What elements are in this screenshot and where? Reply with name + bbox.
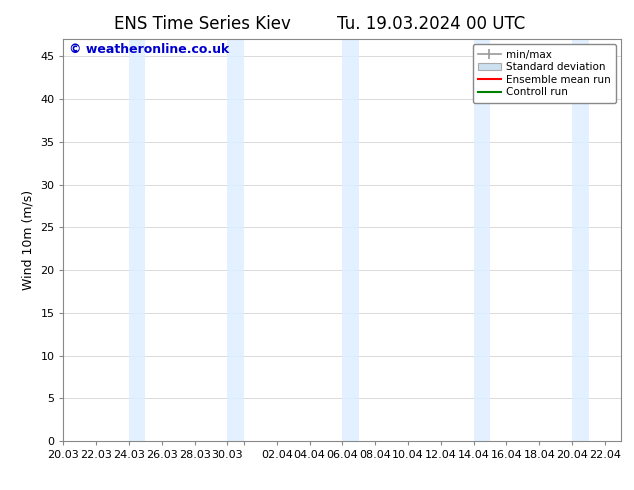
Bar [228,39,244,441]
Bar [342,39,359,441]
Legend: min/max, Standard deviation, Ensemble mean run, Controll run: min/max, Standard deviation, Ensemble me… [473,45,616,102]
Bar [474,39,490,441]
Text: Tu. 19.03.2024 00 UTC: Tu. 19.03.2024 00 UTC [337,15,525,33]
Y-axis label: Wind 10m (m/s): Wind 10m (m/s) [22,190,35,290]
Bar [129,39,145,441]
Text: © weatheronline.co.uk: © weatheronline.co.uk [69,43,230,56]
Bar [572,39,588,441]
Text: ENS Time Series Kiev: ENS Time Series Kiev [115,15,291,33]
